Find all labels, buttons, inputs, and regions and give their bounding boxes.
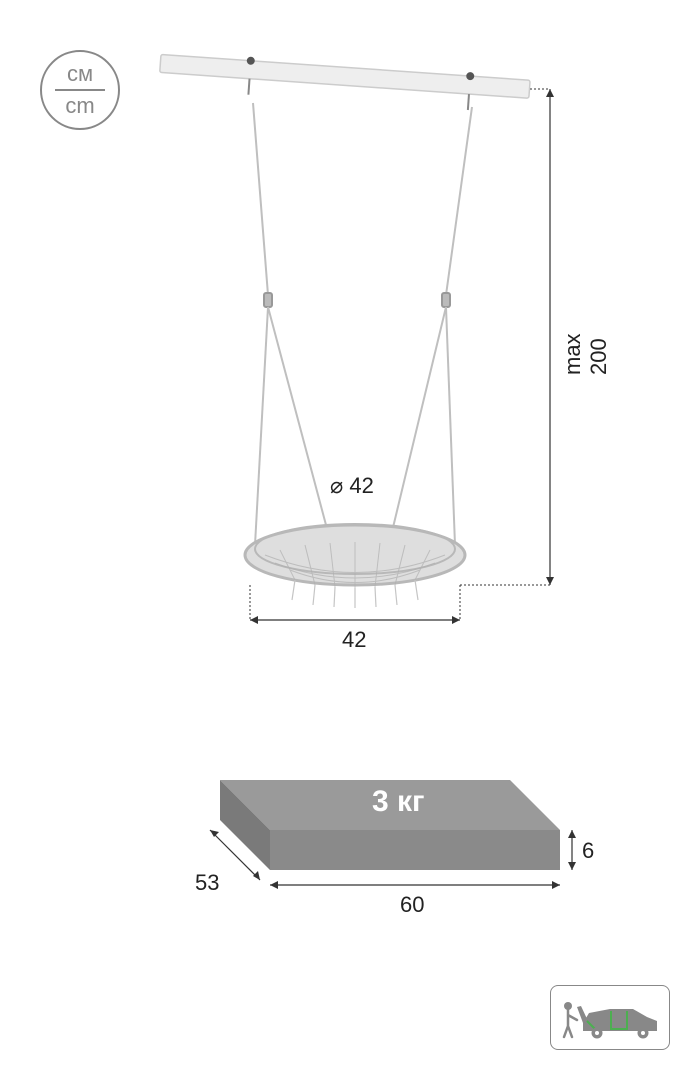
unit-bottom: cm xyxy=(65,95,94,117)
width-label: 42 xyxy=(342,627,366,653)
unit-top: см xyxy=(67,63,93,85)
box-height-dimension xyxy=(568,830,576,870)
package-diagram: 3 кг 53 60 6 xyxy=(120,740,600,960)
unit-badge: см cm xyxy=(40,50,120,130)
depth-label: 53 xyxy=(195,870,219,896)
box-width-label: 60 xyxy=(400,892,424,918)
swing-svg xyxy=(120,45,600,665)
height-label: max 200 xyxy=(560,333,612,375)
height-dimension xyxy=(460,89,554,585)
weight-label: 3 кг xyxy=(372,785,425,819)
box-height-label: 6 xyxy=(582,838,594,864)
box-width-dimension xyxy=(270,881,560,889)
unit-divider xyxy=(55,89,105,91)
basket-seat xyxy=(245,524,465,608)
diameter-label: ⌀ 42 xyxy=(330,473,374,499)
ceiling-bar xyxy=(160,54,530,98)
swing-diagram: ⌀ 42 42 max 200 xyxy=(120,45,600,665)
car-icon xyxy=(555,993,665,1043)
box-svg xyxy=(120,740,600,960)
car-loading-badge xyxy=(550,985,670,1050)
